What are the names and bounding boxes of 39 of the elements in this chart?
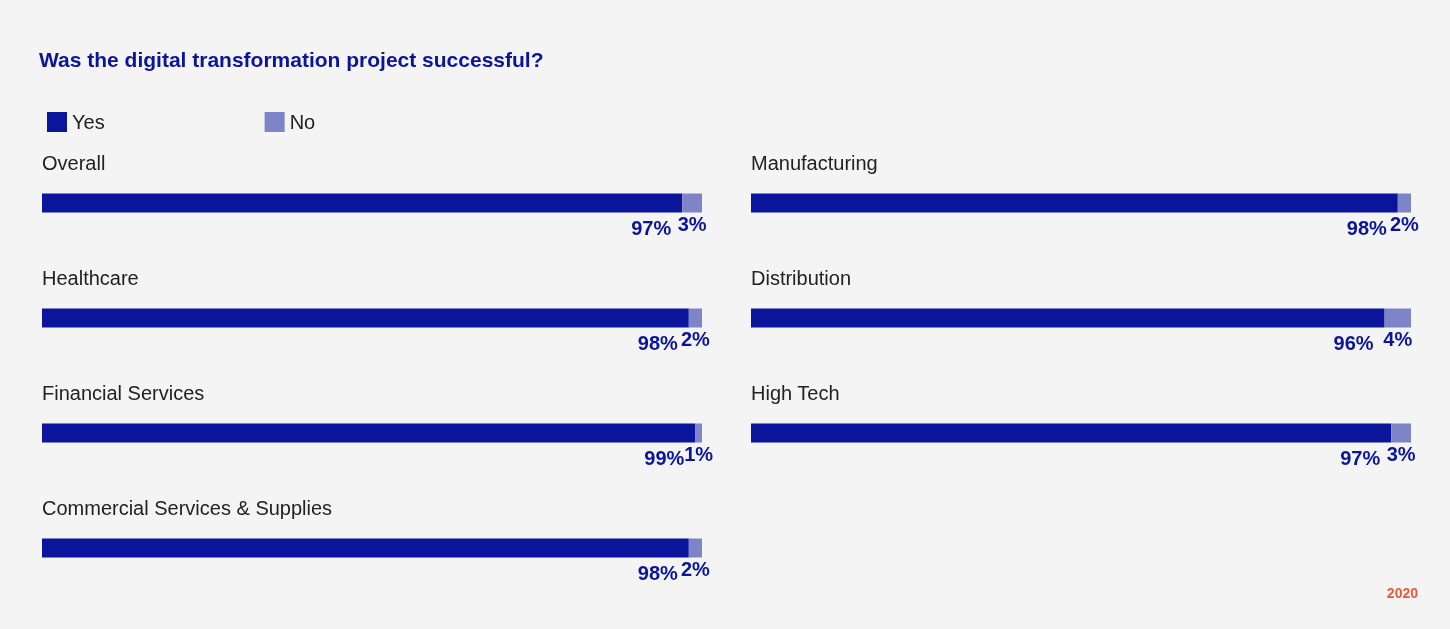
data-label: 1% xyxy=(684,442,714,465)
data-label: 98% xyxy=(637,561,679,584)
bar xyxy=(688,308,702,328)
data-label: 98% xyxy=(1346,216,1388,239)
y-tick-label: Manufacturing xyxy=(751,152,878,174)
text: 2020 xyxy=(1386,585,1419,601)
bar xyxy=(1397,193,1411,213)
y-tick-label: Healthcare xyxy=(42,267,139,289)
data-label: 2% xyxy=(1389,212,1420,235)
bar xyxy=(751,193,1398,213)
bar xyxy=(751,423,1392,443)
y-tick-label: Distribution xyxy=(751,267,852,289)
bar xyxy=(688,538,702,558)
data-label: 2% xyxy=(680,557,711,580)
bar xyxy=(1384,308,1411,328)
bar xyxy=(751,308,1385,328)
data-label: 3% xyxy=(1386,442,1416,465)
bar xyxy=(42,423,696,443)
bar xyxy=(682,193,702,213)
bar xyxy=(42,538,689,558)
bar xyxy=(42,193,683,213)
y-tick-label: Overall xyxy=(42,152,106,174)
chart-title: Was the digital transformation project successful? xyxy=(39,48,544,71)
bar xyxy=(695,423,702,443)
legend-label: No xyxy=(289,111,316,133)
data-label: 97% xyxy=(631,216,672,239)
y-tick-label: High Tech xyxy=(751,382,840,404)
data-label: 97% xyxy=(1340,446,1381,469)
legend-label: Yes xyxy=(72,111,105,133)
data-label: 96% xyxy=(1333,331,1374,354)
y-tick-label: Commercial Services & Supplies xyxy=(42,497,333,519)
bar xyxy=(1391,423,1411,443)
data-label: 3% xyxy=(677,212,707,235)
bar xyxy=(42,308,689,328)
data-label: 99% xyxy=(644,446,685,469)
data-label: 2% xyxy=(680,327,711,350)
data-label: 98% xyxy=(637,331,679,354)
y-tick-label: Financial Services xyxy=(42,382,205,404)
data-label: 4% xyxy=(1383,327,1413,350)
